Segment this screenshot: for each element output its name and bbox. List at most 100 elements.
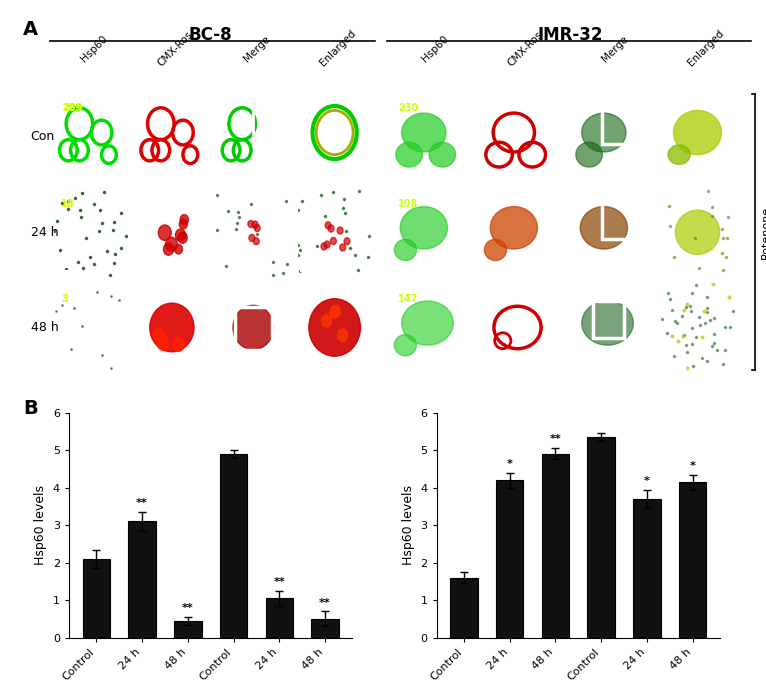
Text: 0  μm  25: 0 μm 25 bbox=[220, 271, 244, 276]
Text: Enlarged: Enlarged bbox=[686, 29, 725, 68]
Ellipse shape bbox=[490, 207, 538, 249]
Circle shape bbox=[159, 225, 172, 241]
Text: A: A bbox=[23, 20, 38, 40]
Text: *: * bbox=[644, 476, 650, 486]
Y-axis label: Hsp60 levels: Hsp60 levels bbox=[402, 485, 415, 565]
Text: 0  μm  25: 0 μm 25 bbox=[574, 175, 597, 180]
Circle shape bbox=[254, 238, 259, 245]
Text: 108: 108 bbox=[398, 198, 418, 209]
Text: 209: 209 bbox=[63, 104, 83, 113]
Text: Merge: Merge bbox=[601, 33, 630, 63]
Circle shape bbox=[249, 235, 255, 241]
Text: Hsp60: Hsp60 bbox=[79, 33, 110, 63]
Text: **: ** bbox=[136, 499, 148, 508]
Circle shape bbox=[337, 227, 343, 234]
Text: 0  μm  25: 0 μm 25 bbox=[139, 175, 162, 180]
Text: 209: 209 bbox=[63, 104, 83, 113]
Circle shape bbox=[328, 225, 334, 232]
Text: 0  μm  25: 0 μm 25 bbox=[220, 366, 244, 371]
Circle shape bbox=[180, 215, 188, 224]
Text: 0  μm  25: 0 μm 25 bbox=[57, 366, 80, 371]
Text: 0  μm  25: 0 μm 25 bbox=[302, 366, 325, 371]
Circle shape bbox=[330, 306, 340, 318]
Text: 3: 3 bbox=[61, 294, 67, 304]
Circle shape bbox=[165, 237, 178, 252]
Text: Rotenone: Rotenone bbox=[761, 206, 766, 258]
Text: 209: 209 bbox=[63, 104, 83, 113]
Ellipse shape bbox=[150, 303, 194, 352]
Text: 0  μm  25: 0 μm 25 bbox=[664, 366, 688, 371]
Bar bbox=[129, 521, 155, 638]
Text: IMR-32: IMR-32 bbox=[538, 26, 604, 44]
Text: 0  μm  25: 0 μm 25 bbox=[484, 175, 508, 180]
Bar bbox=[679, 482, 706, 638]
Circle shape bbox=[157, 336, 169, 351]
Ellipse shape bbox=[401, 301, 453, 345]
Bar bbox=[174, 621, 201, 638]
Circle shape bbox=[340, 244, 345, 251]
Ellipse shape bbox=[581, 113, 626, 152]
Text: 0  μm  25: 0 μm 25 bbox=[139, 271, 162, 276]
Ellipse shape bbox=[673, 110, 722, 155]
Text: 0  μm  25: 0 μm 25 bbox=[664, 175, 688, 180]
Text: Con: Con bbox=[31, 130, 55, 143]
Circle shape bbox=[252, 221, 258, 228]
Text: 0  μm  25: 0 μm 25 bbox=[220, 175, 244, 180]
Text: *: * bbox=[689, 461, 696, 471]
Circle shape bbox=[179, 220, 188, 229]
Text: Hsp60: Hsp60 bbox=[421, 33, 450, 63]
Ellipse shape bbox=[394, 239, 417, 261]
Text: Enlarged: Enlarged bbox=[318, 29, 358, 68]
Bar bbox=[266, 598, 293, 638]
Bar bbox=[542, 454, 569, 638]
Circle shape bbox=[178, 232, 187, 243]
Text: **: ** bbox=[273, 577, 285, 587]
Text: 0  μm  25: 0 μm 25 bbox=[57, 271, 80, 276]
Circle shape bbox=[344, 238, 350, 245]
Ellipse shape bbox=[576, 143, 602, 167]
Text: **: ** bbox=[319, 597, 331, 608]
Text: 0  μm  25: 0 μm 25 bbox=[574, 366, 597, 371]
Circle shape bbox=[337, 329, 348, 342]
Text: 209: 209 bbox=[63, 104, 83, 113]
Text: 24 h: 24 h bbox=[31, 226, 58, 239]
Circle shape bbox=[325, 222, 331, 229]
Ellipse shape bbox=[394, 335, 417, 356]
Ellipse shape bbox=[396, 143, 422, 167]
Ellipse shape bbox=[676, 210, 720, 254]
Text: Merge: Merge bbox=[242, 33, 272, 63]
Bar bbox=[83, 559, 110, 638]
Ellipse shape bbox=[401, 113, 446, 152]
Text: CMX-Ros: CMX-Ros bbox=[156, 29, 195, 68]
Ellipse shape bbox=[309, 299, 361, 356]
Ellipse shape bbox=[401, 207, 447, 249]
Bar bbox=[496, 480, 523, 638]
Circle shape bbox=[321, 243, 327, 250]
Text: 0  μm  25: 0 μm 25 bbox=[664, 271, 688, 276]
Ellipse shape bbox=[581, 301, 633, 345]
Text: 0  μm  25: 0 μm 25 bbox=[574, 271, 597, 276]
Ellipse shape bbox=[581, 207, 627, 249]
Text: 0  μm  25: 0 μm 25 bbox=[139, 366, 162, 371]
Text: 0  μm  25: 0 μm 25 bbox=[302, 271, 325, 276]
Text: 18: 18 bbox=[61, 198, 74, 209]
Bar bbox=[593, 301, 624, 338]
Bar bbox=[254, 100, 284, 137]
Bar bbox=[450, 578, 478, 638]
Text: *: * bbox=[507, 459, 512, 469]
Circle shape bbox=[248, 220, 254, 228]
Ellipse shape bbox=[429, 143, 456, 167]
Text: 0  μm  25: 0 μm 25 bbox=[394, 366, 417, 371]
Circle shape bbox=[175, 244, 182, 254]
Circle shape bbox=[175, 229, 185, 241]
Text: 147: 147 bbox=[398, 294, 418, 304]
Circle shape bbox=[330, 237, 336, 244]
Text: **: ** bbox=[549, 434, 561, 445]
Circle shape bbox=[172, 338, 185, 351]
Text: 0  μm  25: 0 μm 25 bbox=[484, 271, 508, 276]
Bar bbox=[220, 454, 247, 638]
Text: CMX-Ros: CMX-Ros bbox=[506, 29, 545, 68]
Circle shape bbox=[254, 224, 260, 232]
Circle shape bbox=[321, 314, 332, 327]
Text: 0  μm  25: 0 μm 25 bbox=[484, 366, 508, 371]
